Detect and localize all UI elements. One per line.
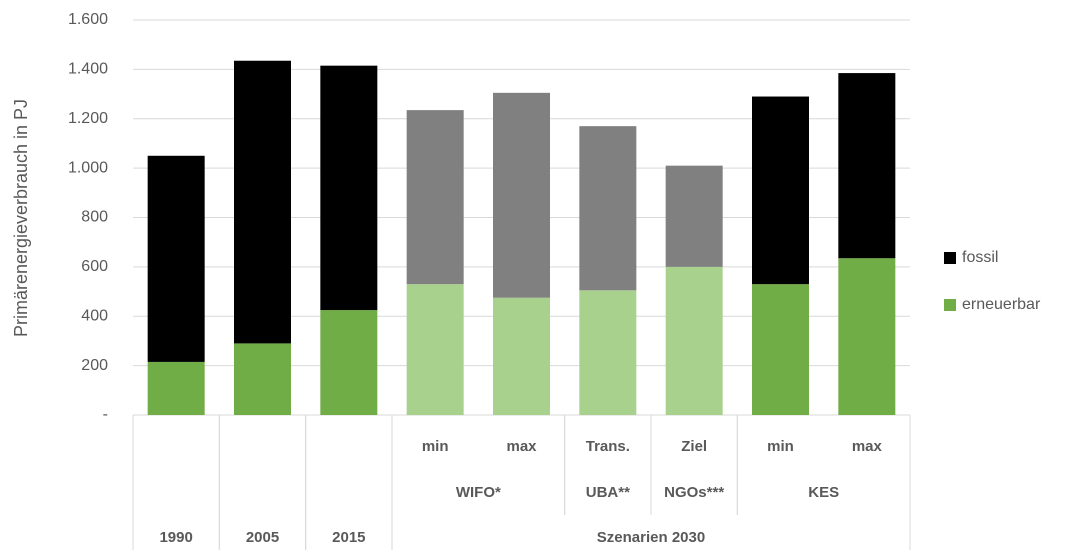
category-label: 2015 [332, 529, 365, 546]
bar-segment [493, 92, 550, 298]
bar-segment [406, 110, 464, 285]
y-axis-label: Primärenergieverbrauch in PJ [11, 99, 31, 337]
legend-swatch [944, 252, 956, 264]
bar-segment [665, 266, 723, 415]
legend-label: erneuerbar [962, 296, 1041, 313]
category-label: WIFO* [456, 484, 501, 501]
category-label: 1990 [159, 529, 192, 546]
bar-segment [406, 284, 464, 415]
y-tick-label: - [103, 406, 108, 423]
y-tick-label: 1.400 [68, 61, 108, 78]
category-label: NGOs*** [664, 484, 724, 501]
y-tick-label: 1.600 [68, 11, 108, 28]
bar-segment [838, 73, 896, 259]
category-label: 2005 [246, 529, 279, 546]
bar-segment [147, 361, 205, 415]
bar-segment [665, 165, 723, 267]
bar-segment [838, 258, 896, 415]
bar-segment [320, 310, 378, 415]
category-label: KES [808, 484, 839, 501]
bar-segment [579, 126, 637, 291]
category-label: Ziel [681, 438, 707, 455]
bar-segment [320, 65, 378, 311]
y-tick-label: 1.000 [68, 159, 108, 176]
category-label: UBA** [586, 484, 630, 501]
y-tick-label: 200 [81, 357, 108, 374]
bar-segment [234, 343, 291, 415]
category-label: Szenarien 2030 [597, 529, 705, 546]
category-label: max [506, 438, 537, 455]
y-tick-label: 1.200 [68, 110, 108, 127]
legend-label: fossil [962, 249, 998, 266]
bar-segment [752, 96, 809, 285]
bar-segment [234, 60, 291, 344]
category-label: Trans. [586, 438, 630, 455]
bar-segment [147, 155, 205, 362]
y-tick-label: 800 [81, 209, 108, 226]
bar-segment [752, 284, 809, 415]
category-label: max [852, 438, 883, 455]
category-label: min [422, 438, 449, 455]
legend-swatch [944, 299, 956, 311]
bar-segment [493, 297, 550, 415]
y-tick-label: 600 [81, 258, 108, 275]
bar-segment [579, 290, 637, 415]
category-label: min [767, 438, 794, 455]
y-tick-label: 400 [81, 307, 108, 324]
